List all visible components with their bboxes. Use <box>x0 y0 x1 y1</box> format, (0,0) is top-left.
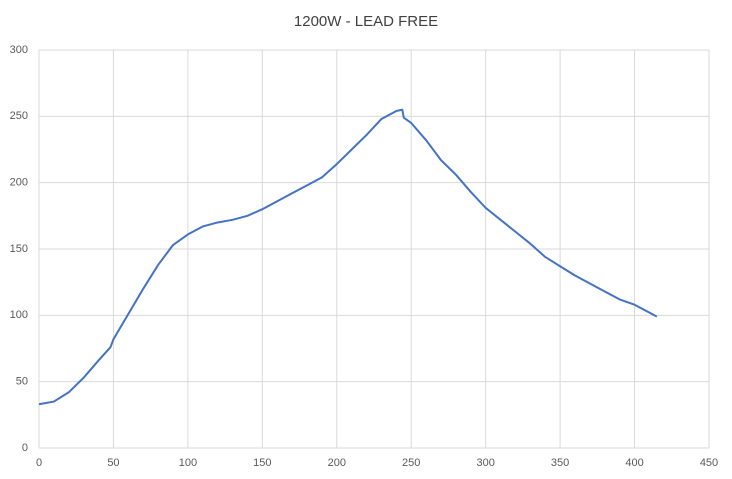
x-tick-label: 100 <box>179 457 197 469</box>
y-tick-label: 150 <box>10 243 28 255</box>
y-tick-label: 250 <box>10 110 28 122</box>
y-tick-label: 200 <box>10 177 28 189</box>
data-line <box>38 108 658 406</box>
x-tick-label: 400 <box>625 457 643 469</box>
y-tick-label: 300 <box>10 44 28 56</box>
chart-title: 1200W - LEAD FREE <box>294 13 438 30</box>
x-tick-label: 0 <box>36 457 42 469</box>
x-tick-label: 450 <box>700 457 718 469</box>
y-tick-label: 100 <box>10 309 28 321</box>
y-tick-label: 50 <box>16 376 28 388</box>
x-tick-label: 300 <box>476 457 494 469</box>
x-tick-label: 200 <box>328 457 346 469</box>
x-tick-label: 50 <box>107 457 119 469</box>
y-tick-label: 0 <box>22 442 28 454</box>
x-tick-label: 250 <box>402 457 420 469</box>
x-tick-label: 350 <box>551 457 569 469</box>
x-tick-label: 150 <box>253 457 271 469</box>
